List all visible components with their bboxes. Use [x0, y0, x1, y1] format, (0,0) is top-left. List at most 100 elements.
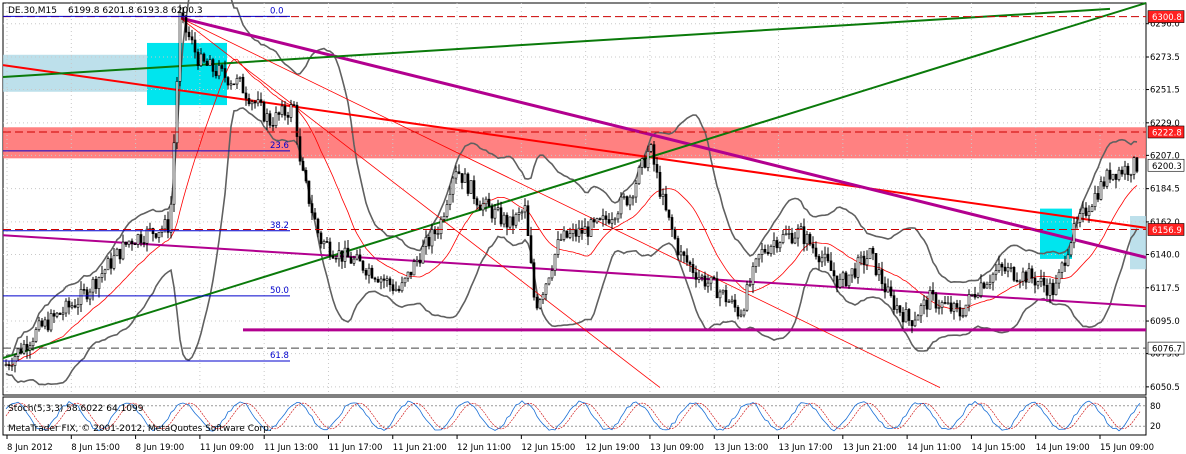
stoch-scale-80: 80: [1150, 402, 1161, 412]
candle-body-217: [655, 164, 659, 173]
candle-body-369: [1111, 173, 1115, 180]
candle-body-340: [1024, 271, 1028, 283]
price-tag-box-0: [1147, 10, 1185, 23]
candle-body-283: [853, 268, 857, 278]
copyright-text: MetaTrader FIX, © 2001-2012, MetaQuotes …: [8, 424, 272, 434]
candle-body-2: [10, 365, 14, 367]
candle-body-336: [1012, 266, 1016, 281]
candle-body-359: [1081, 207, 1085, 214]
candle-body-306: [922, 299, 926, 306]
candle-body-295: [889, 286, 893, 296]
candle-body-332: [1000, 263, 1004, 268]
candle-body-335: [1009, 266, 1013, 269]
candle-body-300: [904, 309, 908, 323]
x-tick-15: 14 Jun 15:00: [971, 443, 1025, 453]
candle-body-372: [1120, 169, 1124, 175]
candle-body-241: [727, 301, 731, 303]
candle-body-10: [34, 329, 38, 342]
candle-body-192: [580, 227, 584, 234]
candle-body-290: [874, 253, 878, 276]
candle-body-82: [250, 101, 254, 105]
price-tag-3: 6156.9: [1152, 226, 1182, 236]
candle-body-163: [493, 208, 497, 219]
candle-body-50: [154, 233, 158, 238]
candle-body-272: [820, 257, 824, 263]
candle-body-334: [1006, 267, 1010, 272]
candle-body-142: [430, 229, 434, 247]
candle-body-235: [709, 276, 713, 284]
candle-body-353: [1063, 262, 1067, 266]
candle-body-323: [973, 294, 977, 298]
candle-body-345: [1039, 277, 1043, 282]
candle-body-24: [76, 304, 80, 308]
candle-body-297: [895, 305, 899, 310]
candle-body-128: [388, 278, 392, 285]
candle-body-368: [1108, 169, 1112, 180]
candle-body-202: [610, 219, 614, 224]
candle-body-121: [367, 267, 371, 276]
candle-body-165: [499, 207, 503, 225]
candle-body-226: [682, 251, 686, 256]
candle-body-73: [223, 68, 227, 78]
candle-body-240: [724, 289, 728, 303]
candle-body-137: [415, 259, 419, 262]
candle-body-344: [1036, 281, 1040, 286]
candle-body-281: [847, 274, 851, 287]
candle-body-287: [865, 258, 869, 266]
candle-body-213: [643, 158, 647, 168]
candle-body-280: [844, 272, 848, 287]
candle-body-302: [910, 320, 914, 327]
candle-body-136: [412, 261, 416, 276]
candle-body-98: [298, 136, 302, 162]
candle-body-220: [664, 193, 668, 211]
y-tick-6140.0: 6140.0: [1150, 250, 1180, 260]
candle-body-284: [856, 257, 860, 278]
candle-body-256: [772, 240, 776, 247]
stoch-indicator-label: Stoch(5,3,3) 58.6022 64.1099: [8, 404, 144, 414]
candle-body-249: [751, 266, 755, 285]
candle-body-116: [352, 258, 356, 264]
candle-body-97: [295, 104, 299, 137]
candle-body-130: [394, 288, 398, 291]
stoch-scale-20: 20: [1150, 422, 1161, 432]
candle-body-175: [529, 235, 533, 263]
x-tick-8: 12 Jun 15:00: [521, 443, 575, 453]
y-tick-6273.5: 6273.5: [1150, 53, 1180, 63]
candle-body-129: [391, 284, 395, 291]
candle-body-238: [718, 291, 722, 299]
candle-body-212: [640, 158, 644, 168]
candle-body-103: [313, 212, 317, 220]
candle-body-34: [106, 258, 110, 271]
candle-body-161: [487, 198, 491, 207]
candle-body-254: [766, 251, 770, 254]
price-tag-box-4: [1147, 341, 1185, 355]
candle-body-292: [880, 269, 884, 285]
candle-body-308: [928, 290, 932, 310]
candle-body-176: [532, 262, 536, 298]
bollinger-upper: [5, 0, 1138, 357]
candle-body-122: [370, 267, 374, 279]
candle-body-14: [46, 319, 50, 331]
candle-body-133: [403, 277, 407, 284]
candle-body-246: [742, 309, 746, 316]
x-tick-5: 11 Jun 17:00: [328, 443, 382, 453]
candle-body-189: [571, 229, 575, 234]
candle-body-206: [622, 196, 626, 198]
candle-body-150: [454, 171, 458, 179]
candle-body-311: [937, 307, 941, 309]
candle-body-76: [232, 83, 236, 86]
candle-body-159: [481, 203, 485, 211]
candle-body-60: [184, 15, 188, 33]
candle-body-251: [757, 254, 761, 260]
candle-body-312: [940, 302, 944, 308]
candle-body-268: [808, 234, 812, 245]
candle-body-12: [40, 320, 44, 327]
candle-body-367: [1105, 169, 1109, 187]
y-tick-6095.0: 6095.0: [1150, 317, 1180, 327]
candle-body-360: [1084, 207, 1088, 216]
candle-body-40: [124, 241, 128, 245]
candle-body-65: [199, 53, 203, 66]
candle-body-214: [646, 150, 650, 168]
candle-body-61: [187, 31, 191, 38]
